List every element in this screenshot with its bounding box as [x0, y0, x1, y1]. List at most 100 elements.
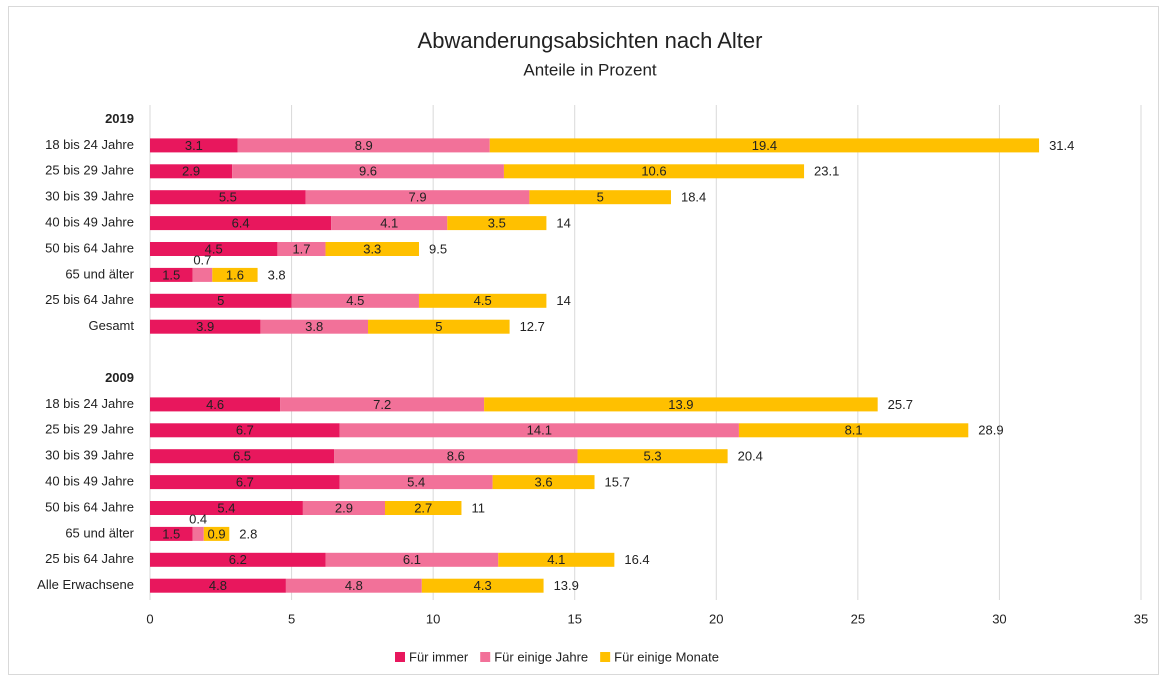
total-label: 14 — [556, 293, 570, 308]
data-label: 13.9 — [668, 397, 693, 412]
bar-segment — [331, 216, 448, 231]
y-tick-label: 40 bis 49 Jahre — [45, 215, 134, 230]
x-tick-label: 5 — [288, 611, 295, 626]
data-label: 5.4 — [407, 475, 425, 490]
bar-segment — [339, 423, 739, 438]
chart-frame — [8, 6, 1159, 675]
y-tick-label: 25 bis 64 Jahre — [45, 551, 134, 566]
y-tick-label: 50 bis 64 Jahre — [45, 240, 134, 255]
total-label: 12.7 — [520, 319, 545, 334]
bar-segment — [291, 293, 419, 308]
bar-segment — [305, 190, 530, 205]
bar-segment — [738, 423, 969, 438]
data-label: 3.9 — [196, 319, 214, 334]
bar-segment — [237, 138, 490, 153]
bar-segment — [150, 397, 281, 412]
bar-segment — [203, 526, 230, 541]
bar-segment — [498, 552, 615, 567]
data-label: 5 — [217, 293, 224, 308]
data-label: 5.4 — [217, 500, 235, 515]
data-label: 3.1 — [185, 138, 203, 153]
data-label: 8.9 — [355, 138, 373, 153]
y-tick-label: 65 und älter — [65, 525, 134, 540]
legend-label: Für einige Jahre — [494, 649, 588, 664]
bar-segment — [421, 578, 544, 593]
bar-segment — [285, 578, 422, 593]
data-label: 3.3 — [363, 241, 381, 256]
data-label: 6.4 — [232, 216, 250, 231]
data-label: 3.5 — [488, 216, 506, 231]
total-label: 20.4 — [738, 449, 763, 464]
data-label: 4.1 — [547, 552, 565, 567]
data-label: 4.5 — [205, 241, 223, 256]
bar-segment — [447, 216, 547, 231]
data-label: 10.6 — [641, 164, 666, 179]
data-label: 14.1 — [527, 423, 552, 438]
y-tick-label: 50 bis 64 Jahre — [45, 499, 134, 514]
bar-segment — [368, 319, 510, 334]
x-tick-label: 0 — [146, 611, 153, 626]
bar-segment — [150, 138, 238, 153]
data-label: 5.5 — [219, 190, 237, 205]
legend-swatch — [480, 652, 491, 662]
data-label: 7.2 — [373, 397, 391, 412]
total-label: 16.4 — [624, 552, 649, 567]
data-label: 4.3 — [474, 578, 492, 593]
bar-segment — [529, 190, 671, 205]
total-label: 31.4 — [1049, 138, 1074, 153]
data-label: 2.7 — [414, 500, 432, 515]
data-label: 0.7 — [193, 252, 211, 267]
bar-segment — [325, 242, 419, 256]
y-tick-label: 30 bis 39 Jahre — [45, 189, 134, 204]
data-label: 4.8 — [209, 578, 227, 593]
bar-segment — [150, 216, 332, 231]
x-tick-label: 10 — [426, 611, 440, 626]
data-label: 0.4 — [189, 511, 207, 526]
bar-segment — [192, 526, 204, 541]
data-label: 19.4 — [752, 138, 777, 153]
x-tick-label: 35 — [1134, 611, 1148, 626]
bar-segment — [150, 475, 340, 490]
data-label: 6.7 — [236, 475, 254, 490]
bar-segment — [150, 526, 193, 541]
bar-segment — [212, 267, 258, 282]
y-tick-label: 30 bis 39 Jahre — [45, 448, 134, 463]
data-label: 3.6 — [535, 475, 553, 490]
data-label: 0.9 — [207, 526, 225, 541]
x-tick-label: 25 — [851, 611, 865, 626]
bar-segment — [150, 293, 292, 308]
legend-label: Für einige Monate — [614, 649, 719, 664]
group-label: 2009 — [105, 370, 134, 385]
bar-segment — [503, 164, 805, 179]
data-label: 2.9 — [335, 500, 353, 515]
bar-segment — [150, 267, 193, 282]
bar-segment — [150, 552, 326, 567]
y-tick-label: 40 bis 49 Jahre — [45, 474, 134, 489]
data-label: 8.1 — [845, 423, 863, 438]
data-label: 4.5 — [474, 293, 492, 308]
bar-segment — [325, 552, 499, 567]
legend-swatch — [395, 652, 405, 662]
total-label: 18.4 — [681, 190, 706, 205]
y-tick-label: 65 und älter — [65, 266, 134, 281]
bar-segment — [418, 293, 547, 308]
data-label: 5 — [597, 190, 604, 205]
bar-segment — [334, 449, 578, 464]
total-label: 2.8 — [239, 526, 257, 541]
data-label: 3.8 — [305, 319, 323, 334]
bar-segment — [150, 449, 335, 464]
legend-label: Für immer — [409, 649, 469, 664]
y-tick-label: Gesamt — [88, 318, 134, 333]
bar-segment — [492, 475, 595, 490]
x-tick-label: 20 — [709, 611, 723, 626]
data-label: 1.5 — [162, 526, 180, 541]
bar-segment — [280, 397, 485, 412]
bar-segment — [484, 397, 878, 412]
bar-segment — [192, 267, 213, 282]
y-tick-label: Alle Erwachsene — [37, 577, 134, 592]
bar-segment — [150, 501, 303, 515]
bar-segment — [385, 501, 462, 515]
data-label: 7.9 — [409, 190, 427, 205]
total-label: 15.7 — [605, 475, 630, 490]
